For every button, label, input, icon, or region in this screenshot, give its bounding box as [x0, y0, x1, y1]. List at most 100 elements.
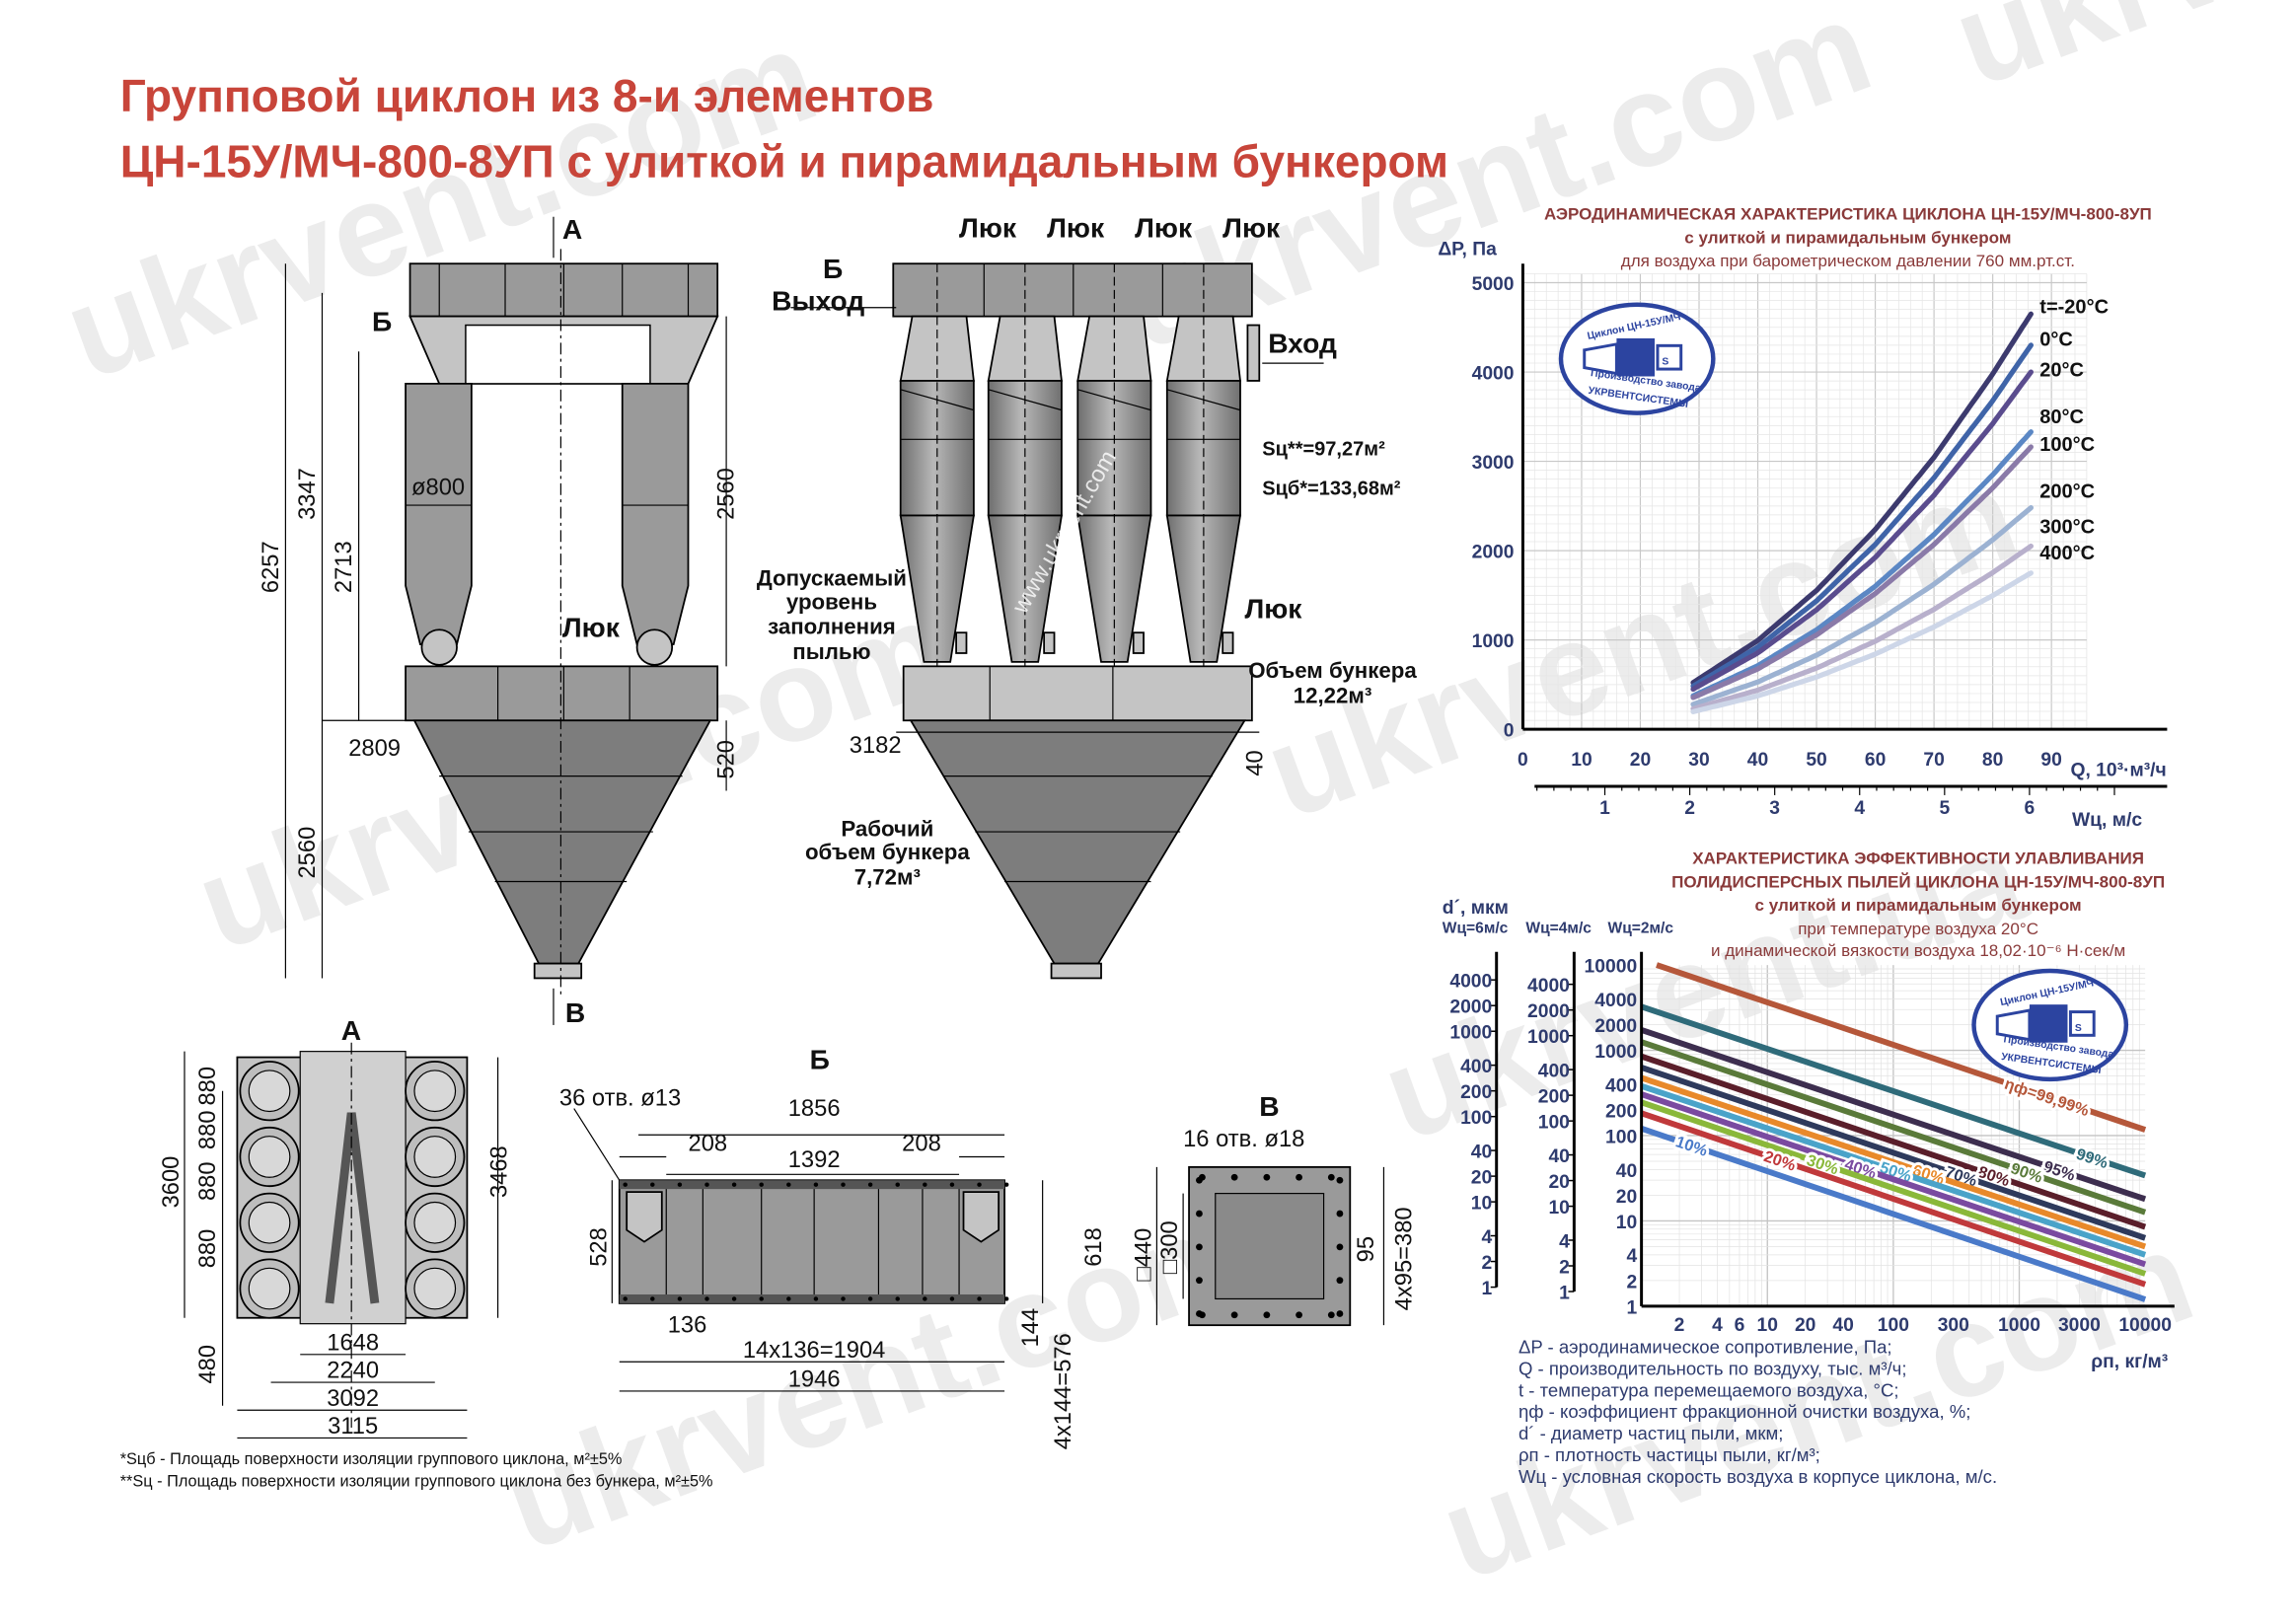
side-y-tick-label: 10 — [1548, 1198, 1569, 1218]
series-line — [1690, 570, 2034, 714]
aerodynamic-chart: АЭРОДИНАМИЧЕСКАЯ ХАРАКТЕРИСТИКА ЦИКЛОНА … — [1438, 205, 2168, 831]
legend-item: ηф - коэффициент фракционной очистки воз… — [1518, 1401, 1970, 1422]
dim-b-overall: 1946 — [788, 1366, 841, 1392]
detail-v-title: В — [1259, 1090, 1279, 1122]
x2-tick-label: 6 — [2025, 798, 2036, 819]
holes-b-label: 36 отв. ø13 — [559, 1086, 681, 1112]
front-view-labels: А Б В ø800 Люк 6257 3347 2713 2560 2560 … — [259, 213, 740, 1028]
side-y-tick-label: 4000 — [1449, 972, 1492, 993]
x2-tick-label: 2 — [1684, 798, 1695, 819]
y-tick-label: 2000 — [1472, 543, 1515, 563]
dim-b-vpitch: 144 — [1018, 1308, 1044, 1348]
dim-b-vpitch-total: 4х144=576 — [1051, 1333, 1076, 1449]
chart1-note: для воздуха при барометрическом давлении… — [1621, 252, 2075, 270]
x-tick-label: 10 — [1757, 1315, 1778, 1336]
dim-upper-height: 3347 — [295, 468, 321, 520]
x2-tick-label: 3 — [1769, 798, 1780, 819]
y-tick-label: 1 — [1626, 1297, 1637, 1318]
hatch-label: Люк — [959, 212, 1017, 244]
dim-bunker-top: 520 — [714, 740, 740, 779]
watermark: ukrvent.ua — [1936, 0, 2296, 114]
side-y-tick-label: 1000 — [1527, 1027, 1570, 1048]
side-y-tick-label: 1 — [1559, 1283, 1570, 1303]
chart2-xlabel: ρп, кг/м³ — [2091, 1352, 2168, 1372]
side-y-tick-label: 4000 — [1527, 976, 1570, 997]
side-y-tick-label: 20 — [1471, 1168, 1492, 1189]
allowed-level-label: Допускаемый уровень заполнения пылью — [757, 566, 907, 664]
dim-b-side-right: 208 — [902, 1132, 941, 1157]
hatch-label: Люк — [1222, 212, 1281, 244]
series-label: 400°C — [2039, 543, 2095, 564]
side-y-tick-label: 100 — [1460, 1108, 1492, 1129]
holes-v-label: 16 отв. ø18 — [1183, 1127, 1304, 1152]
hatch-icon — [1132, 631, 1145, 654]
dim-total-height: 6257 — [259, 541, 284, 593]
allowed-level-line: пылью — [792, 639, 870, 664]
dim-a-w2: 2240 — [327, 1359, 379, 1384]
hatch-icon — [1222, 631, 1234, 654]
detail-b-title: Б — [810, 1043, 830, 1074]
side-y-tick-label: 100 — [1538, 1113, 1570, 1134]
symbol-legend: ΔP - аэродинамическое сопротивление, Па;… — [1518, 1336, 1997, 1487]
chart2-title: ХАРАКТЕРИСТИКА ЭФФЕКТИВНОСТИ УЛАВЛИВАНИЯ — [1692, 849, 2144, 868]
series-line — [1640, 1091, 2147, 1268]
dim-a-w4: 3115 — [328, 1414, 378, 1439]
x-tick-label: 6 — [1735, 1315, 1745, 1336]
chart2-note2: и динамической вязкости воздуха 18,02·10… — [1711, 941, 2125, 960]
hatch-label: Люк — [1135, 212, 1193, 244]
legend-item: d´ - диаметр частиц пыли, мкм; — [1518, 1423, 1783, 1443]
chart1-subtitle: с улиткой и пирамидальным бункером — [1684, 228, 2011, 247]
x-tick-label: 1000 — [1998, 1315, 2040, 1336]
series-line — [1640, 1083, 2147, 1258]
x-tick-label: 50 — [1806, 750, 1826, 771]
series-line — [1640, 1053, 2147, 1230]
area-with-bunker-label: Sцб*=133,68м² — [1262, 479, 1401, 500]
front-view-drawing — [284, 249, 727, 997]
x2-tick-label: 5 — [1939, 798, 1950, 819]
x-tick-label: 3000 — [2058, 1315, 2101, 1336]
dim-mid-height: 2713 — [332, 541, 357, 593]
series-label: 80°C — [2039, 406, 2084, 428]
dim-bunker-height: 2560 — [295, 827, 321, 879]
series-line — [1640, 1126, 2147, 1302]
dim-a-inner-height: 3468 — [486, 1145, 512, 1198]
outlet-label: Выход — [772, 285, 864, 317]
dim-v-outer: □440 — [1131, 1228, 1156, 1282]
x2-tick-label: 1 — [1599, 798, 1610, 819]
dim-b-pitch-total: 14х136=1904 — [743, 1338, 886, 1364]
page-title-line1: Групповой циклон из 8-и элементов — [120, 70, 934, 121]
side-y-tick-label: 4 — [1559, 1231, 1570, 1252]
hatch-icon — [1043, 631, 1056, 654]
y-tick-label: 100 — [1605, 1127, 1637, 1147]
series-label: t=-20°C — [2039, 297, 2109, 319]
y-tick-label: 4 — [1626, 1246, 1637, 1267]
y-tick-label: 5000 — [1472, 274, 1515, 295]
dim-v-inner: □300 — [1157, 1220, 1183, 1274]
series-line — [1690, 342, 2034, 689]
legend-item: Q - производительность по воздуху, тыс. … — [1518, 1358, 1907, 1378]
x2-tick-label: 4 — [1854, 798, 1865, 819]
series-line — [1640, 1039, 2147, 1216]
dim-b-middle: 1392 — [788, 1147, 841, 1173]
side-y-tick-label: 2000 — [1527, 1001, 1570, 1022]
side-y-tick-label: 200 — [1460, 1082, 1492, 1103]
side-y-tick-label: 400 — [1460, 1057, 1492, 1077]
logo-letter: S — [2075, 1023, 2082, 1034]
y-tick-label: 20 — [1616, 1187, 1637, 1208]
y-tick-label: 1000 — [1594, 1042, 1637, 1063]
dim-a-offset: 480 — [195, 1345, 221, 1384]
dim-gap: 40 — [1242, 750, 1268, 775]
series-label: ηф=99,99% — [2002, 1075, 2092, 1121]
side-y-tick-label: 400 — [1538, 1062, 1570, 1082]
dim-a-height: 3600 — [159, 1156, 185, 1209]
side-view-drawing — [790, 262, 1324, 980]
dim-a-pitch: 880 — [195, 1161, 221, 1201]
y-tick-label: 1000 — [1472, 631, 1515, 652]
inlet-label: Вход — [1268, 328, 1337, 359]
area-no-bunker-label: Sц**=97,27м² — [1262, 439, 1385, 461]
diameter-label: ø800 — [411, 476, 465, 501]
y-tick-label: 2 — [1626, 1272, 1637, 1292]
side-y-tick-label: 2 — [1482, 1253, 1493, 1274]
dim-a-w3: 3092 — [327, 1386, 379, 1412]
